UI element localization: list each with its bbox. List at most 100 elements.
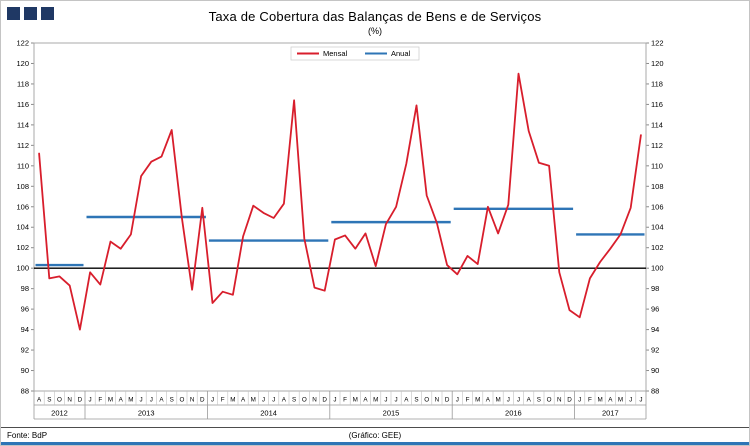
month-label: N <box>435 397 440 404</box>
month-label: J <box>140 397 143 404</box>
month-label: J <box>262 397 265 404</box>
month-label: A <box>608 397 613 404</box>
svg-text:112: 112 <box>651 141 663 150</box>
svg-text:102: 102 <box>16 243 29 252</box>
month-label: A <box>119 397 124 404</box>
bottom-accent-bar <box>1 442 749 445</box>
y-axis: 88 88 90 90 92 92 94 94 96 96 98 98 100 100 102 102 104 1… <box>16 39 663 396</box>
month-label: O <box>302 397 307 404</box>
svg-text:92: 92 <box>651 346 659 355</box>
month-label: J <box>578 397 581 404</box>
svg-text:114: 114 <box>651 120 663 129</box>
month-label: A <box>159 397 164 404</box>
svg-text:116: 116 <box>651 100 663 109</box>
svg-text:108: 108 <box>651 182 664 191</box>
month-label: A <box>527 397 532 404</box>
logo-square <box>41 7 54 20</box>
svg-text:88: 88 <box>651 387 659 396</box>
month-label: J <box>639 397 642 404</box>
svg-text:114: 114 <box>17 120 29 129</box>
svg-text:120: 120 <box>651 59 664 68</box>
month-label: M <box>618 397 623 404</box>
footer-divider <box>1 427 749 428</box>
chart-title: Taxa de Cobertura das Balanças de Bens e… <box>208 9 542 24</box>
year-label: 2015 <box>383 409 400 418</box>
month-label: J <box>150 397 153 404</box>
svg-text:98: 98 <box>21 284 29 293</box>
month-label: J <box>507 397 510 404</box>
month-label: F <box>221 397 225 404</box>
year-label: 2016 <box>505 409 522 418</box>
svg-text:108: 108 <box>16 182 29 191</box>
annual-series-lines <box>35 207 645 267</box>
month-label: M <box>475 397 480 404</box>
month-label: M <box>373 397 378 404</box>
month-label: N <box>557 397 562 404</box>
year-label: 2012 <box>51 409 68 418</box>
month-label: F <box>466 397 470 404</box>
svg-text:112: 112 <box>17 141 29 150</box>
svg-text:94: 94 <box>651 325 659 334</box>
svg-text:90: 90 <box>651 366 659 375</box>
month-label: O <box>424 397 429 404</box>
month-label: J <box>211 397 214 404</box>
month-label: A <box>37 397 42 404</box>
svg-text:100: 100 <box>16 264 29 273</box>
month-label: D <box>322 397 327 404</box>
chart-legend: Mensal Anual <box>290 46 420 61</box>
svg-text:110: 110 <box>651 161 663 170</box>
month-label: M <box>353 397 358 404</box>
month-label: S <box>537 397 541 404</box>
svg-text:118: 118 <box>651 79 663 88</box>
month-label: A <box>241 397 246 404</box>
month-label: J <box>395 397 398 404</box>
month-label: J <box>629 397 632 404</box>
month-label: D <box>445 397 450 404</box>
svg-text:106: 106 <box>16 202 29 211</box>
svg-text:118: 118 <box>17 79 29 88</box>
logo-square <box>7 7 20 20</box>
month-label: A <box>404 397 409 404</box>
month-label: D <box>567 397 572 404</box>
legend-annual-label: Anual <box>391 49 411 58</box>
svg-text:94: 94 <box>21 325 29 334</box>
svg-text:88: 88 <box>21 387 29 396</box>
source-note: Fonte: BdP <box>7 431 48 440</box>
month-label: M <box>495 397 500 404</box>
month-label: F <box>98 397 102 404</box>
month-label: N <box>312 397 317 404</box>
chart-subtitle: (%) <box>368 26 382 36</box>
year-label: 2014 <box>260 409 277 418</box>
month-label: A <box>282 397 287 404</box>
svg-text:98: 98 <box>651 284 659 293</box>
month-label: J <box>384 397 387 404</box>
month-label: M <box>597 397 602 404</box>
month-label: M <box>128 397 133 404</box>
svg-text:110: 110 <box>17 161 29 170</box>
month-label: O <box>547 397 552 404</box>
month-label: M <box>251 397 256 404</box>
month-label: N <box>67 397 72 404</box>
logo <box>7 7 54 20</box>
svg-text:100: 100 <box>651 264 664 273</box>
month-label: J <box>517 397 520 404</box>
credit-note: (Gráfico: GEE) <box>348 431 402 440</box>
month-label: J <box>89 397 92 404</box>
month-label: A <box>486 397 491 404</box>
svg-text:104: 104 <box>651 223 664 232</box>
month-label: M <box>108 397 113 404</box>
svg-text:120: 120 <box>16 59 29 68</box>
month-label: F <box>343 397 347 404</box>
svg-text:116: 116 <box>17 100 29 109</box>
monthly-series-line <box>38 72 642 331</box>
month-label: J <box>456 397 459 404</box>
year-label: 2013 <box>138 409 155 418</box>
month-label: M <box>230 397 235 404</box>
month-label: S <box>47 397 51 404</box>
month-label: J <box>272 397 275 404</box>
month-label: S <box>414 397 418 404</box>
svg-text:96: 96 <box>21 305 29 314</box>
